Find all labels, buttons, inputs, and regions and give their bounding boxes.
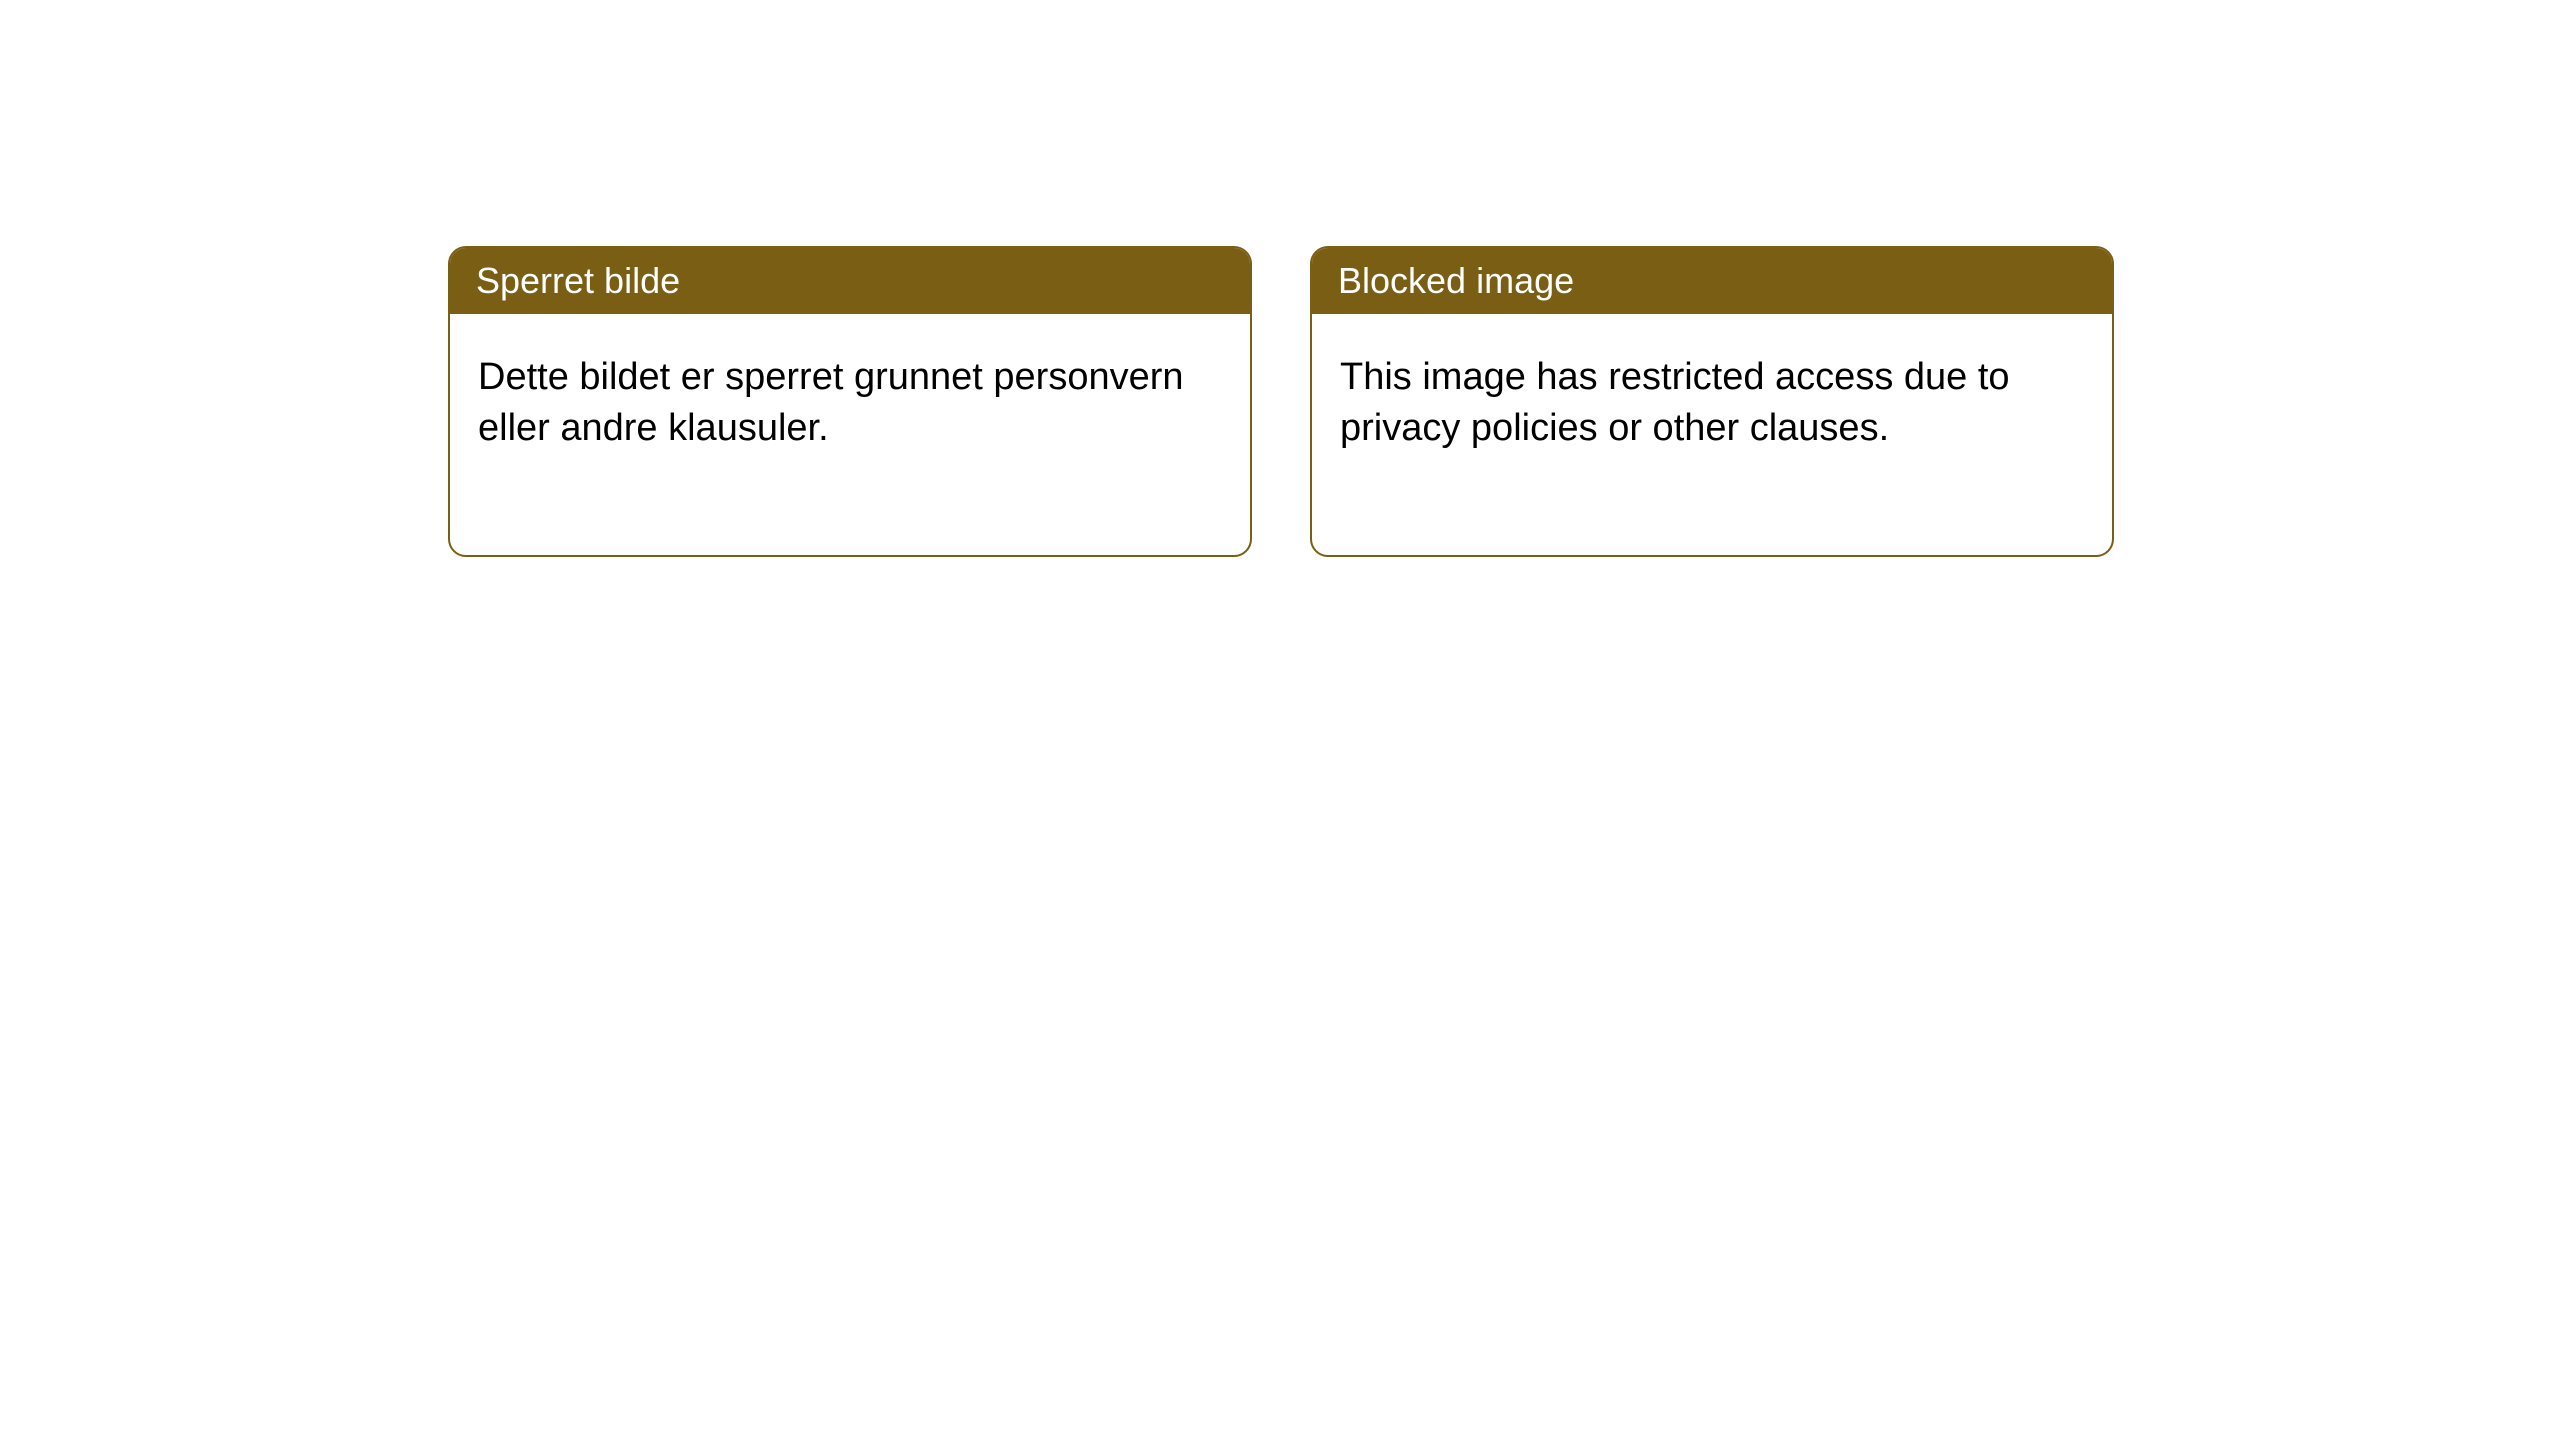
notice-title-english: Blocked image [1338, 260, 1574, 301]
notice-container: Sperret bilde Dette bildet er sperret gr… [448, 246, 2114, 557]
notice-text-norwegian: Dette bildet er sperret grunnet personve… [478, 356, 1184, 449]
notice-card-english: Blocked image This image has restricted … [1310, 246, 2114, 557]
notice-header-english: Blocked image [1312, 248, 2112, 314]
notice-title-norwegian: Sperret bilde [476, 260, 680, 301]
notice-body-norwegian: Dette bildet er sperret grunnet personve… [450, 314, 1250, 555]
notice-text-english: This image has restricted access due to … [1340, 356, 2010, 449]
notice-card-norwegian: Sperret bilde Dette bildet er sperret gr… [448, 246, 1252, 557]
notice-header-norwegian: Sperret bilde [450, 248, 1250, 314]
notice-body-english: This image has restricted access due to … [1312, 314, 2112, 555]
